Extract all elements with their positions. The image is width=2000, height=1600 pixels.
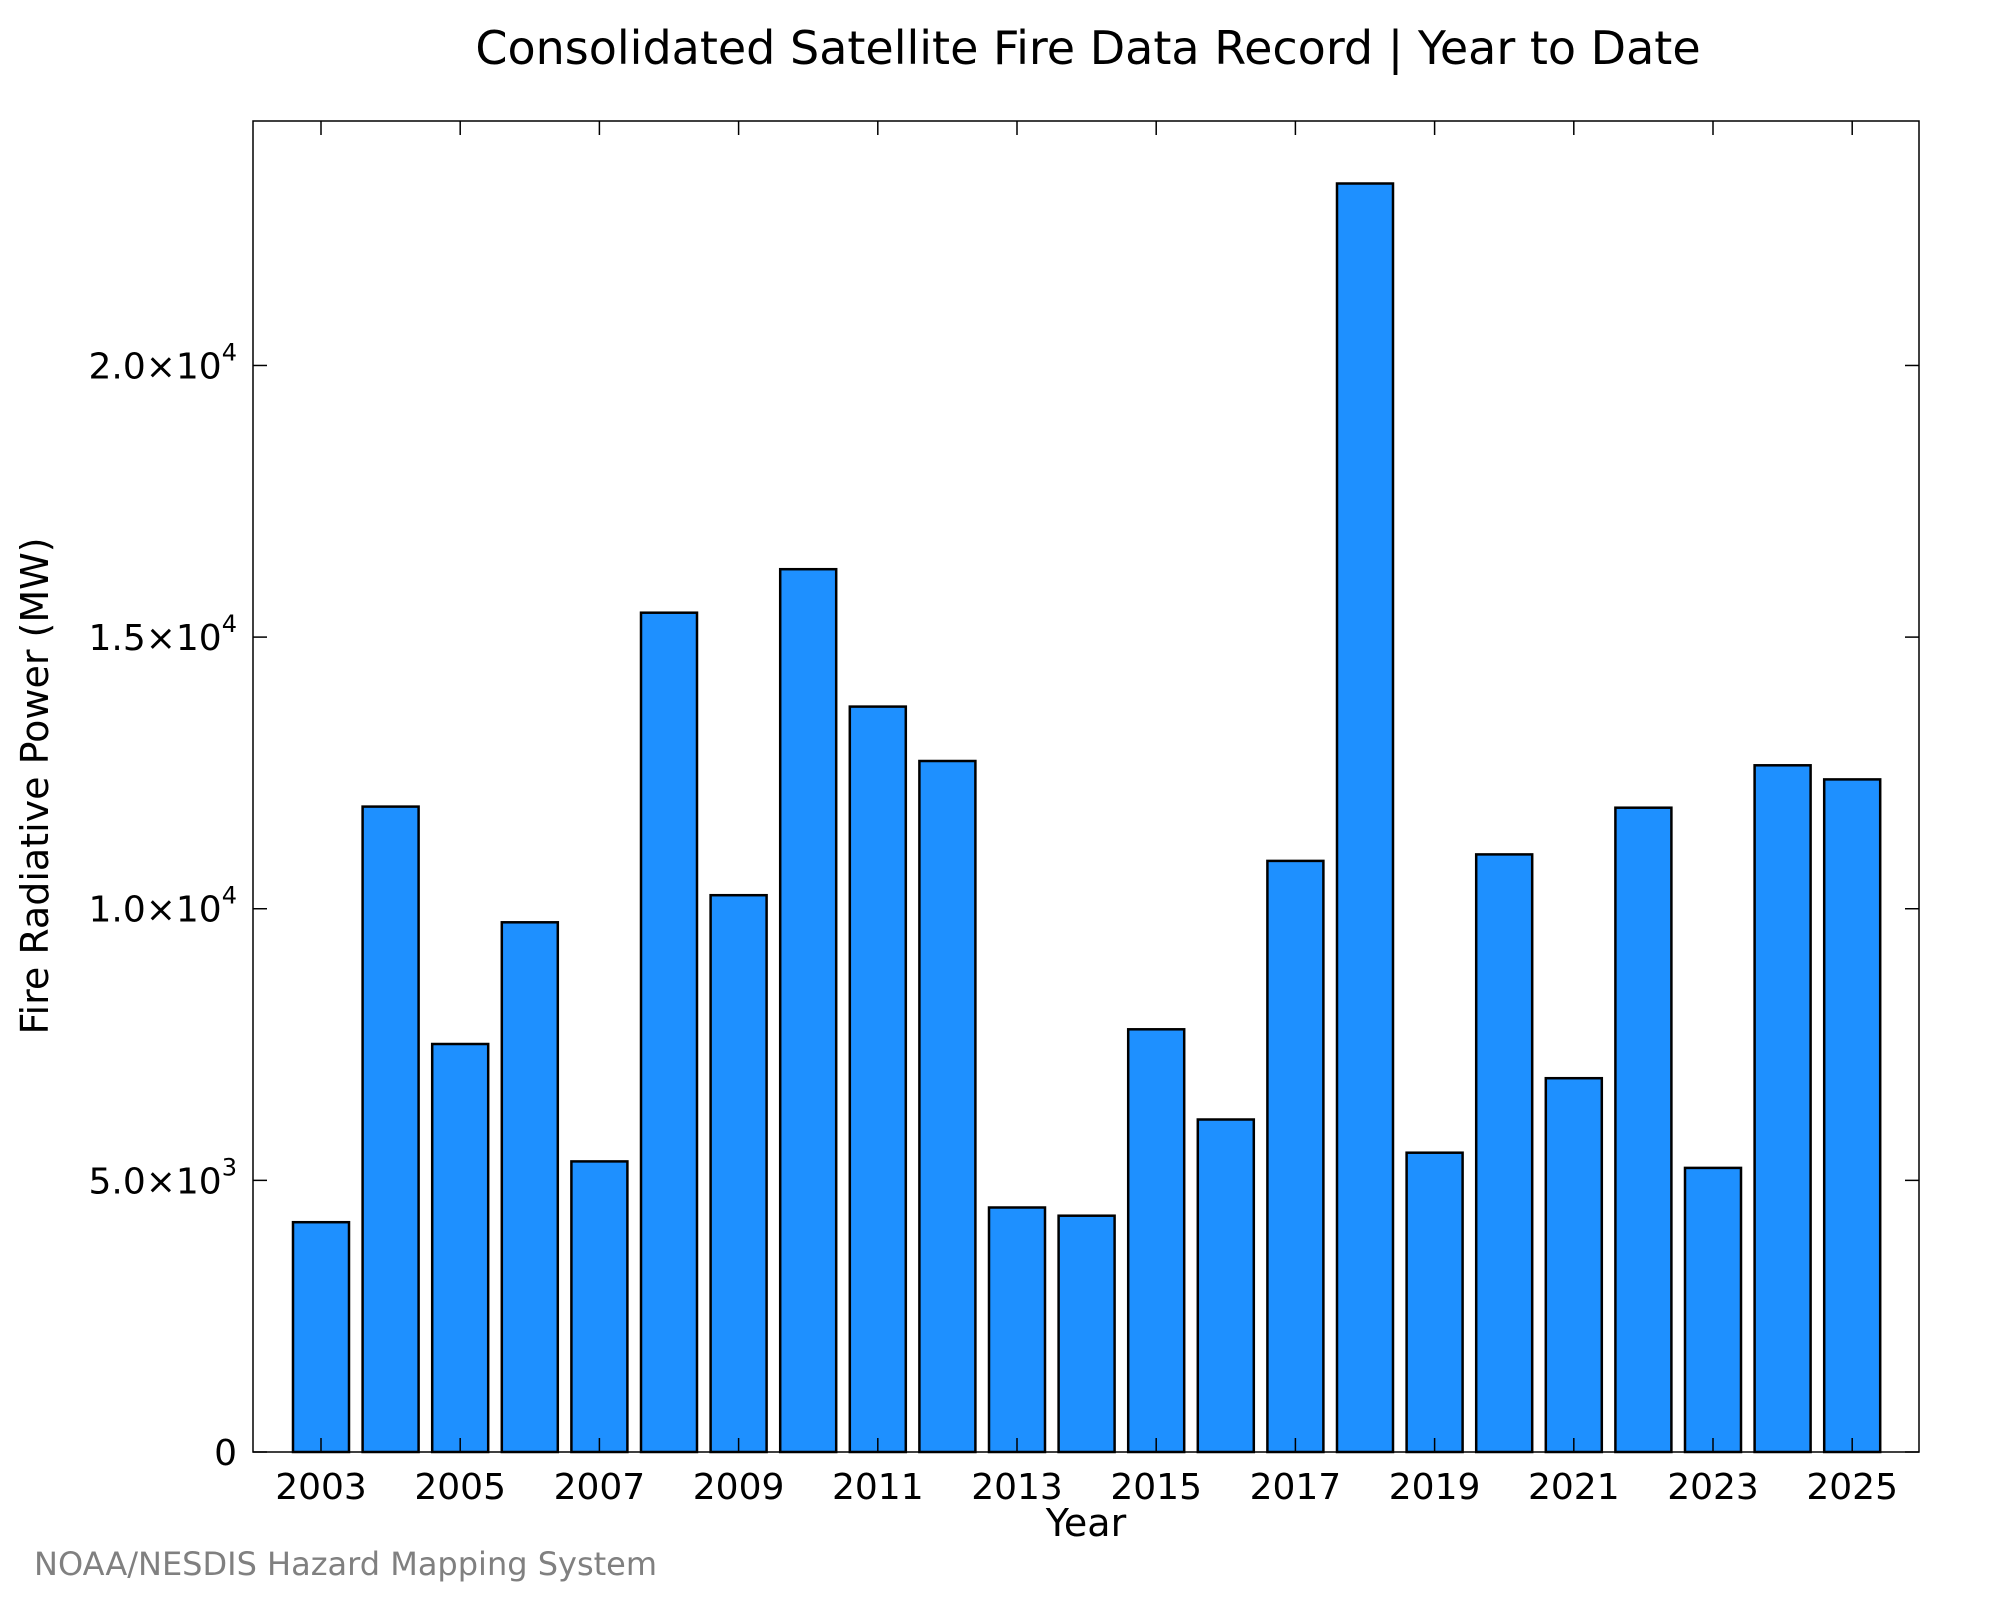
chart-title: Consolidated Satellite Fire Data Record … (475, 21, 1700, 76)
bar-2012 (918, 759, 977, 1454)
x-tick-label-2007: 2007 (554, 1467, 646, 1508)
bar-2019 (1405, 1151, 1464, 1454)
bar-2004 (361, 805, 420, 1454)
bar-2021 (1544, 1076, 1604, 1454)
bar-2013 (987, 1206, 1047, 1454)
bar-2007 (570, 1160, 629, 1454)
y-tick-label: 1.5×104 (88, 610, 237, 659)
bar-2024 (1753, 764, 1812, 1454)
bar-2010 (778, 567, 838, 1454)
bar-2018 (1335, 182, 1395, 1454)
x-tick-label-2021: 2021 (1528, 1467, 1620, 1508)
credit-text: NOAA/NESDIS Hazard Mapping System (34, 1545, 657, 1583)
x-tick-label-2023: 2023 (1667, 1467, 1759, 1508)
bar-2006 (500, 921, 560, 1454)
x-tick-label-2019: 2019 (1389, 1467, 1481, 1508)
x-axis-label: Year (1045, 1501, 1127, 1545)
y-tick-label: 5.0×103 (88, 1153, 237, 1202)
bar-2009 (709, 893, 768, 1454)
y-axis-label: Fire Radiative Power (MW) (13, 537, 57, 1034)
bar-2020 (1474, 853, 1534, 1454)
x-tick-label-2017: 2017 (1250, 1467, 1342, 1508)
plot-frame (252, 120, 1920, 1453)
bar-2025 (1822, 778, 1882, 1454)
x-tick-label-2005: 2005 (414, 1467, 506, 1508)
bar-2017 (1266, 859, 1325, 1454)
x-tick-label-2003: 2003 (275, 1467, 367, 1508)
bars-group (291, 182, 1882, 1454)
y-tick-label: 2.0×104 (88, 338, 237, 387)
ticks-group: 0 5.0×103 1.0×104 1.5×104 2.0×104 2003 2005 200… (88, 121, 1919, 1508)
x-tick-label-2015: 2015 (1110, 1467, 1202, 1508)
y-tick-label: 1.0×104 (88, 882, 237, 931)
bar-2023 (1683, 1166, 1743, 1454)
bar-2011 (848, 705, 908, 1454)
bar-2015 (1126, 1028, 1186, 1454)
bar-2022 (1614, 806, 1673, 1454)
x-tick-label-2025: 2025 (1806, 1467, 1898, 1508)
x-tick-label-2011: 2011 (832, 1467, 924, 1508)
bar-2014 (1057, 1214, 1116, 1454)
bar-2005 (430, 1042, 490, 1454)
bar-2008 (639, 611, 699, 1454)
y-tick-label: 0 (214, 1433, 237, 1474)
bar-2003 (291, 1220, 351, 1454)
x-tick-label-2009: 2009 (693, 1467, 785, 1508)
bar-2016 (1196, 1118, 1256, 1454)
x-tick-label-2013: 2013 (971, 1467, 1063, 1508)
